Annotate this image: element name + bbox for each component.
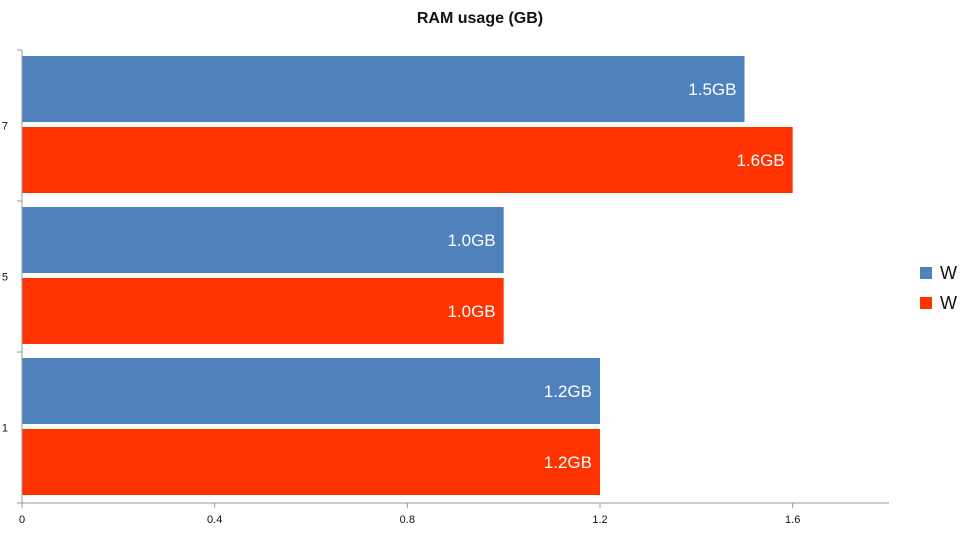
- legend-item-series-2: W: [920, 288, 957, 318]
- bar-2-2: [22, 278, 504, 344]
- data-label-2-2: 1.0GB: [447, 302, 495, 321]
- bar-1-3: [22, 358, 600, 424]
- x-tick-label-4: 1.2: [592, 514, 607, 526]
- x-tick-label-2: 0.4: [207, 514, 222, 526]
- y-tick-label-1: 7: [2, 121, 8, 133]
- bar-2-3: [22, 429, 600, 495]
- x-tick-label-1: 0: [19, 514, 25, 526]
- y-tick-label-3: 1: [2, 423, 8, 435]
- data-label-2-1: 1.6GB: [736, 151, 784, 170]
- legend-swatch-series-1: [920, 267, 932, 279]
- data-label-1-3: 1.2GB: [544, 382, 592, 401]
- x-tick-label-5: 1.6: [785, 514, 800, 526]
- legend-label-series-2: W: [940, 292, 957, 313]
- legend-swatch-series-2: [920, 297, 932, 309]
- bar-1-1: [22, 56, 745, 122]
- legend-label-series-1: W: [940, 262, 957, 283]
- legend: W W: [920, 258, 957, 318]
- bar-1-2: [22, 207, 504, 273]
- data-label-1-1: 1.5GB: [688, 80, 736, 99]
- legend-item-series-1: W: [920, 258, 957, 288]
- x-tick-label-3: 0.8: [400, 514, 415, 526]
- y-tick-label-2: 5: [2, 272, 8, 284]
- data-label-2-3: 1.2GB: [544, 453, 592, 472]
- bar-2-1: [22, 127, 793, 193]
- data-label-1-2: 1.0GB: [447, 231, 495, 250]
- chart-title: RAM usage (GB): [416, 10, 544, 27]
